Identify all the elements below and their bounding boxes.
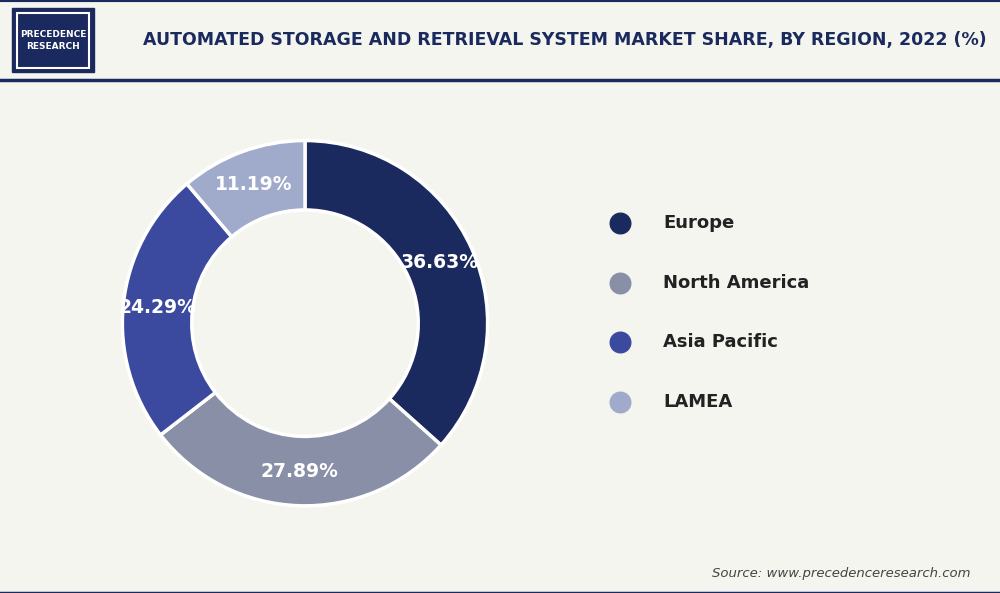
Text: 36.63%: 36.63% — [401, 253, 479, 272]
Text: 24.29%: 24.29% — [119, 298, 197, 317]
Text: LAMEA: LAMEA — [663, 393, 733, 411]
Text: Europe: Europe — [663, 213, 735, 232]
Point — [612, 397, 628, 407]
FancyBboxPatch shape — [0, 0, 1000, 80]
Wedge shape — [161, 393, 441, 506]
Text: PRECEDENCE
RESEARCH: PRECEDENCE RESEARCH — [20, 30, 86, 51]
Text: Asia Pacific: Asia Pacific — [663, 333, 778, 351]
Point — [612, 337, 628, 347]
FancyBboxPatch shape — [12, 8, 94, 72]
Text: North America: North America — [663, 273, 810, 292]
Wedge shape — [122, 184, 232, 435]
Text: AUTOMATED STORAGE AND RETRIEVAL SYSTEM MARKET SHARE, BY REGION, 2022 (%): AUTOMATED STORAGE AND RETRIEVAL SYSTEM M… — [143, 31, 987, 49]
Wedge shape — [187, 141, 305, 237]
Point — [612, 218, 628, 228]
Point — [612, 278, 628, 287]
Text: 27.89%: 27.89% — [261, 461, 339, 480]
Wedge shape — [305, 141, 488, 445]
Text: Source: www.precedenceresearch.com: Source: www.precedenceresearch.com — [712, 567, 970, 580]
Text: 11.19%: 11.19% — [215, 175, 293, 194]
